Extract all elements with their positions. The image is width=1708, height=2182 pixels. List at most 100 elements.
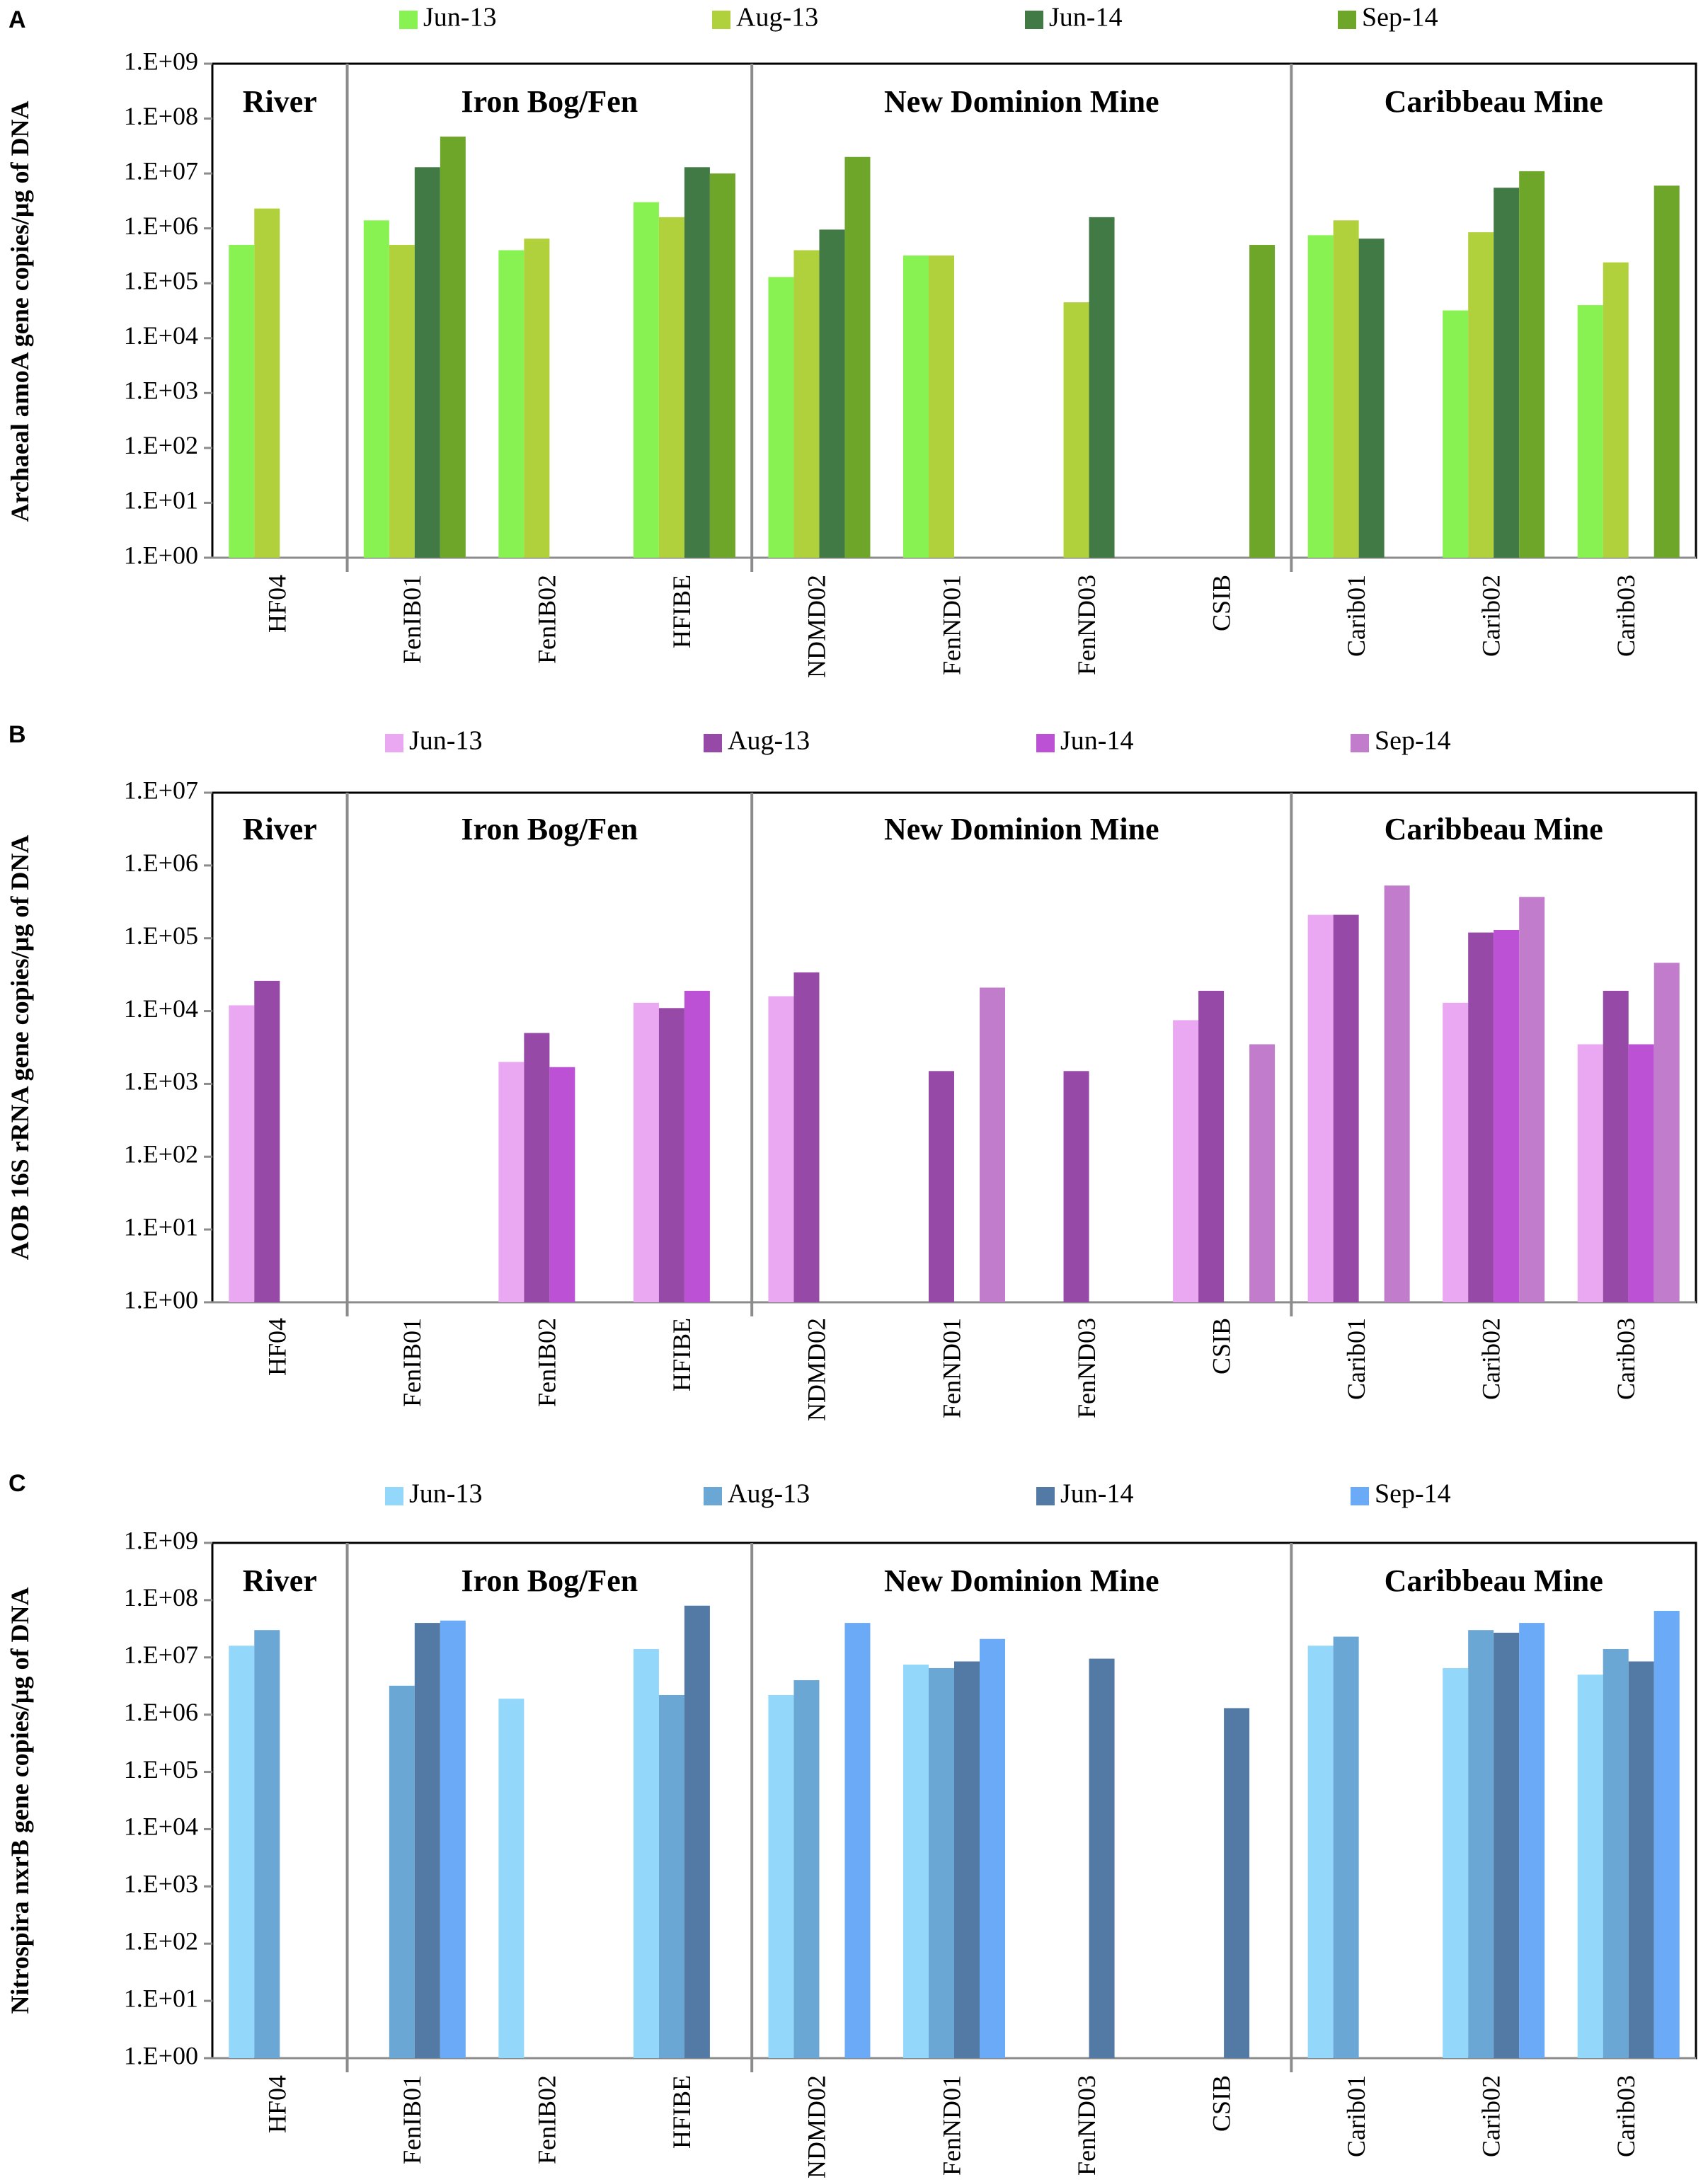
bar <box>903 255 929 558</box>
bar <box>1443 1667 1469 2058</box>
region-label: River <box>243 1563 317 1598</box>
bar <box>768 277 794 558</box>
x-tick-label: FenIB02 <box>533 575 561 664</box>
legend-swatch <box>704 1487 722 1505</box>
bar <box>1468 932 1494 1302</box>
bar <box>1603 1648 1629 2058</box>
x-tick-label: FenND01 <box>937 2075 965 2176</box>
bar <box>1307 235 1334 558</box>
bar <box>498 1699 525 2058</box>
legend-swatch <box>1036 1487 1055 1505</box>
bar <box>1653 185 1680 558</box>
y-tick-label: 1.E+08 <box>124 1583 198 1612</box>
bar <box>1494 1632 1520 2058</box>
y-tick-label: 1.E+03 <box>124 1067 198 1096</box>
legend-label: Jun-14 <box>1060 1479 1133 1509</box>
x-tick-label: CSIB <box>1207 1318 1235 1374</box>
x-tick-label: FenIB02 <box>533 2075 561 2164</box>
bar <box>1198 990 1225 1302</box>
bar <box>1089 1658 1115 2058</box>
region-label: Iron Bog/Fen <box>461 84 638 119</box>
x-tick-label: Carib02 <box>1477 2075 1505 2157</box>
chart-panel-a: A Jun-13 Aug-13 Jun-14 Sep-14 1.E+00 1.E+01 1.E… <box>6 3 1697 678</box>
bar <box>524 239 550 558</box>
x-tick-label: NDMD02 <box>803 2075 831 2178</box>
y-tick-label: 1.E+00 <box>124 1285 198 1314</box>
bar <box>684 1605 710 2058</box>
x-tick-label: FenIB01 <box>398 1318 426 1407</box>
y-axis-title: AOB 16S rRNA gene copies/µg of DNA <box>6 835 34 1261</box>
y-tick-label: 1.E+08 <box>124 102 198 130</box>
legend-label: Aug-13 <box>728 1479 810 1509</box>
legend-swatch <box>385 734 403 752</box>
legend-label: Sep-14 <box>1375 726 1451 756</box>
x-tick-label: Carib02 <box>1477 1318 1505 1400</box>
panel-letter: C <box>8 1470 26 1497</box>
legend-swatch <box>1036 734 1055 752</box>
bar <box>684 167 710 558</box>
legend-label: Sep-14 <box>1375 1479 1451 1509</box>
bar <box>1468 232 1494 558</box>
y-tick-label: 1.E+04 <box>124 321 198 350</box>
bar <box>658 217 684 558</box>
x-tick-label: FenND03 <box>1072 1318 1101 1418</box>
y-tick-label: 1.E+07 <box>124 776 198 804</box>
region-label: Caribbeau Mine <box>1385 1563 1603 1598</box>
y-tick-label: 1.E+05 <box>124 1755 198 1784</box>
bar <box>440 1620 466 2058</box>
region-label: Caribbeau Mine <box>1385 84 1603 119</box>
bar <box>389 1685 415 2058</box>
legend-label: Jun-13 <box>409 1479 482 1509</box>
chart-panel-b: B Jun-13 Aug-13 Jun-14 Sep-14 1.E+00 1.E+01 1.E… <box>6 721 1697 1421</box>
bar <box>929 1071 954 1302</box>
region-label: River <box>243 84 317 119</box>
panel-letter: A <box>8 6 26 33</box>
legend-label: Sep-14 <box>1362 3 1438 33</box>
bar <box>1443 1002 1469 1302</box>
bar <box>709 173 735 558</box>
legend-swatch <box>712 11 730 29</box>
bar <box>1089 217 1115 558</box>
legend-swatch <box>704 734 722 752</box>
bar <box>254 208 280 558</box>
bar <box>633 1648 659 2058</box>
bar <box>254 980 280 1302</box>
bar <box>363 220 389 558</box>
region-label: Iron Bog/Fen <box>461 1563 638 1598</box>
y-tick-label: 1.E+04 <box>124 1813 198 1841</box>
y-tick-label: 1.E+01 <box>124 486 198 515</box>
bar <box>549 1067 575 1302</box>
legend-swatch <box>1338 11 1356 29</box>
bar <box>1249 245 1276 558</box>
bar <box>1519 171 1545 558</box>
y-tick-label: 1.E+07 <box>124 1641 198 1669</box>
x-tick-label: FenND03 <box>1072 575 1101 675</box>
bar <box>1333 220 1359 558</box>
x-tick-label: Carib01 <box>1342 1318 1370 1400</box>
bar <box>524 1033 550 1302</box>
bar <box>1249 1044 1276 1302</box>
panel-letter: B <box>8 721 26 748</box>
legend-label: Jun-14 <box>1049 3 1122 33</box>
bar <box>1494 929 1520 1302</box>
bar <box>1628 1044 1654 1302</box>
legend-label: Jun-13 <box>423 3 496 33</box>
y-tick-label: 1.E+06 <box>124 849 198 877</box>
bar <box>658 1694 684 2058</box>
bar <box>658 1008 684 1302</box>
bar <box>1577 1675 1603 2058</box>
bar <box>684 990 710 1302</box>
bar <box>1443 310 1469 558</box>
bar <box>1307 1646 1334 2058</box>
bar <box>1307 914 1334 1302</box>
y-axis-title: Archaeal amoA gene copies/µg of DNA <box>6 101 34 522</box>
bar <box>954 1661 980 2058</box>
bar <box>1384 885 1410 1302</box>
y-tick-label: 1.E+05 <box>124 921 198 950</box>
bar <box>1653 1611 1680 2058</box>
x-tick-label: Carib01 <box>1342 2075 1370 2157</box>
bar <box>793 1679 820 2058</box>
legend-label: Jun-13 <box>409 726 482 756</box>
bar <box>414 167 440 558</box>
